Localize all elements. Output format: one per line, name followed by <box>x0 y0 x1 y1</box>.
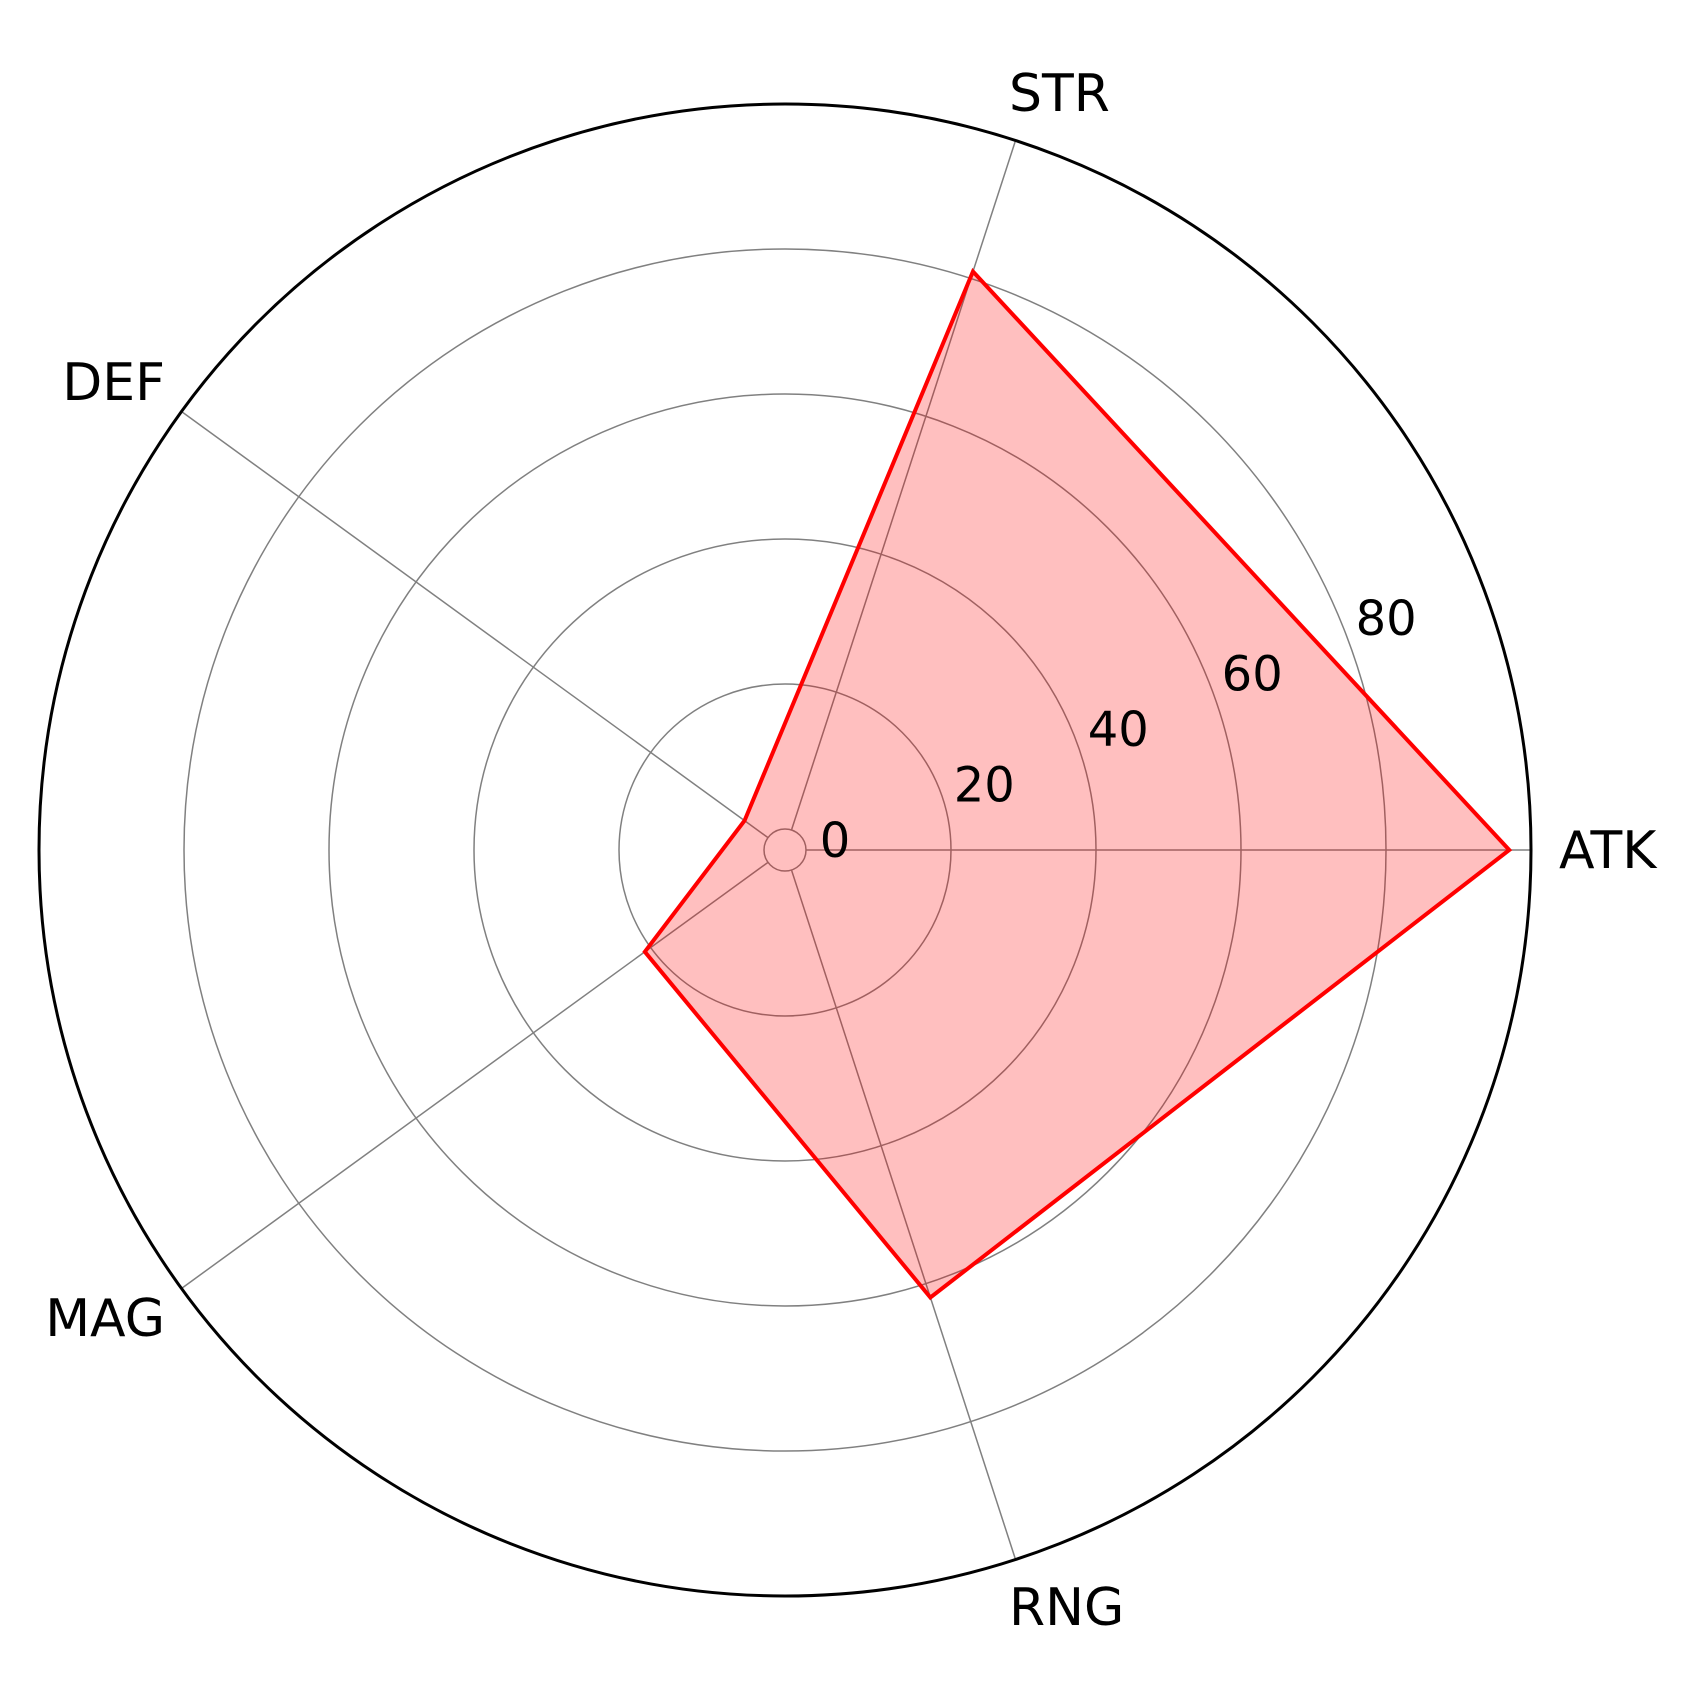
axis-label-str: STR <box>1009 64 1110 124</box>
axis-label-rng: RNG <box>1009 1578 1124 1638</box>
spoke-rng <box>790 869 1017 1560</box>
frame-layer <box>37 102 1533 1598</box>
tick-label-0: 0 <box>820 813 851 869</box>
axis-label-layer: ATK STR DEF MAG RNG <box>45 64 1658 1638</box>
spoke-mag <box>181 861 769 1290</box>
tick-label-60: 60 <box>1222 646 1283 702</box>
outer-frame <box>37 102 1533 1598</box>
series-fill <box>644 271 1510 1298</box>
tick-label-20: 20 <box>954 757 1015 813</box>
axis-label-def: DEF <box>62 353 165 413</box>
tick-label-40: 40 <box>1088 702 1149 758</box>
series-line <box>642 267 1513 1301</box>
spoke-layer <box>181 140 1531 1560</box>
series-layer <box>642 267 1513 1301</box>
axis-label-atk: ATK <box>1559 821 1658 881</box>
spoke-def <box>181 410 769 839</box>
tick-label-80: 80 <box>1356 591 1417 647</box>
tick-label-layer: 0 20 40 60 80 <box>820 591 1417 869</box>
axis-label-mag: MAG <box>45 1289 165 1349</box>
spoke-str <box>790 140 1017 831</box>
